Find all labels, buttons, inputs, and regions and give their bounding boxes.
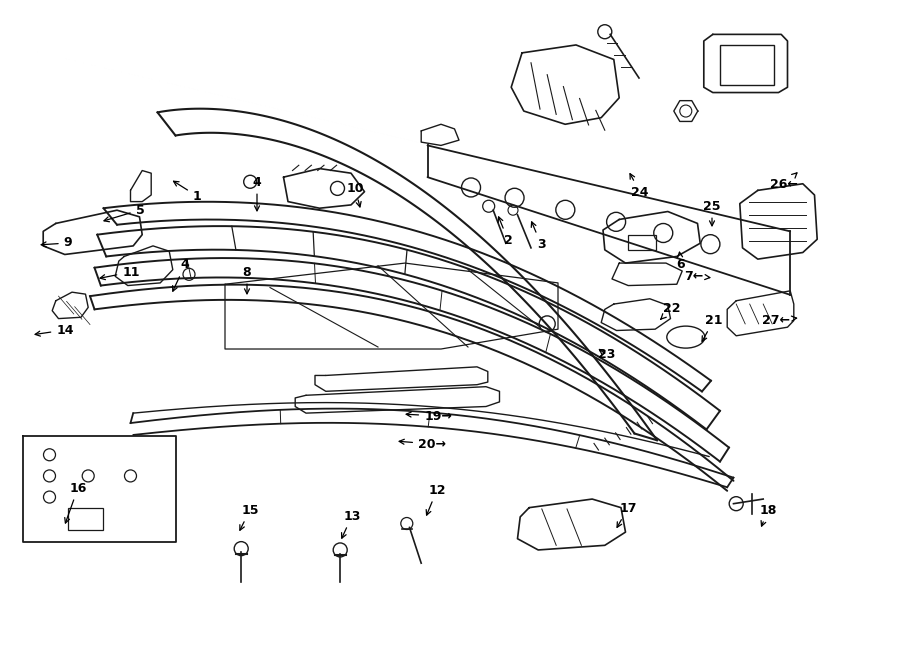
Bar bbox=[628, 235, 656, 250]
Text: 7←: 7← bbox=[684, 270, 710, 282]
Text: 18: 18 bbox=[760, 504, 777, 526]
Text: 4: 4 bbox=[253, 176, 261, 211]
Text: 15: 15 bbox=[240, 504, 259, 530]
Text: 8: 8 bbox=[243, 266, 251, 294]
Text: 4: 4 bbox=[173, 258, 189, 292]
Text: 2: 2 bbox=[498, 217, 512, 247]
Text: 5: 5 bbox=[104, 204, 144, 221]
Text: 9: 9 bbox=[41, 237, 72, 249]
Text: 14: 14 bbox=[35, 323, 74, 336]
Text: 21: 21 bbox=[702, 313, 723, 341]
Text: 6: 6 bbox=[677, 252, 685, 272]
Text: 22: 22 bbox=[661, 301, 680, 319]
Text: 17: 17 bbox=[617, 502, 637, 527]
Bar bbox=[68, 508, 103, 529]
Text: 3: 3 bbox=[531, 222, 545, 251]
Text: 27←: 27← bbox=[762, 313, 796, 327]
Text: 13: 13 bbox=[342, 510, 361, 538]
Text: 16: 16 bbox=[65, 481, 86, 523]
Text: 23: 23 bbox=[598, 348, 616, 362]
Text: 11: 11 bbox=[100, 266, 140, 280]
Bar bbox=[720, 45, 774, 85]
Text: 10: 10 bbox=[346, 182, 364, 207]
Text: 25: 25 bbox=[703, 200, 721, 226]
Text: 12: 12 bbox=[427, 483, 446, 515]
Text: 26←: 26← bbox=[770, 173, 798, 192]
Text: 19→: 19→ bbox=[406, 410, 452, 422]
Text: 20→: 20→ bbox=[400, 438, 446, 451]
Text: 1: 1 bbox=[174, 181, 202, 202]
Text: 24: 24 bbox=[630, 174, 649, 198]
